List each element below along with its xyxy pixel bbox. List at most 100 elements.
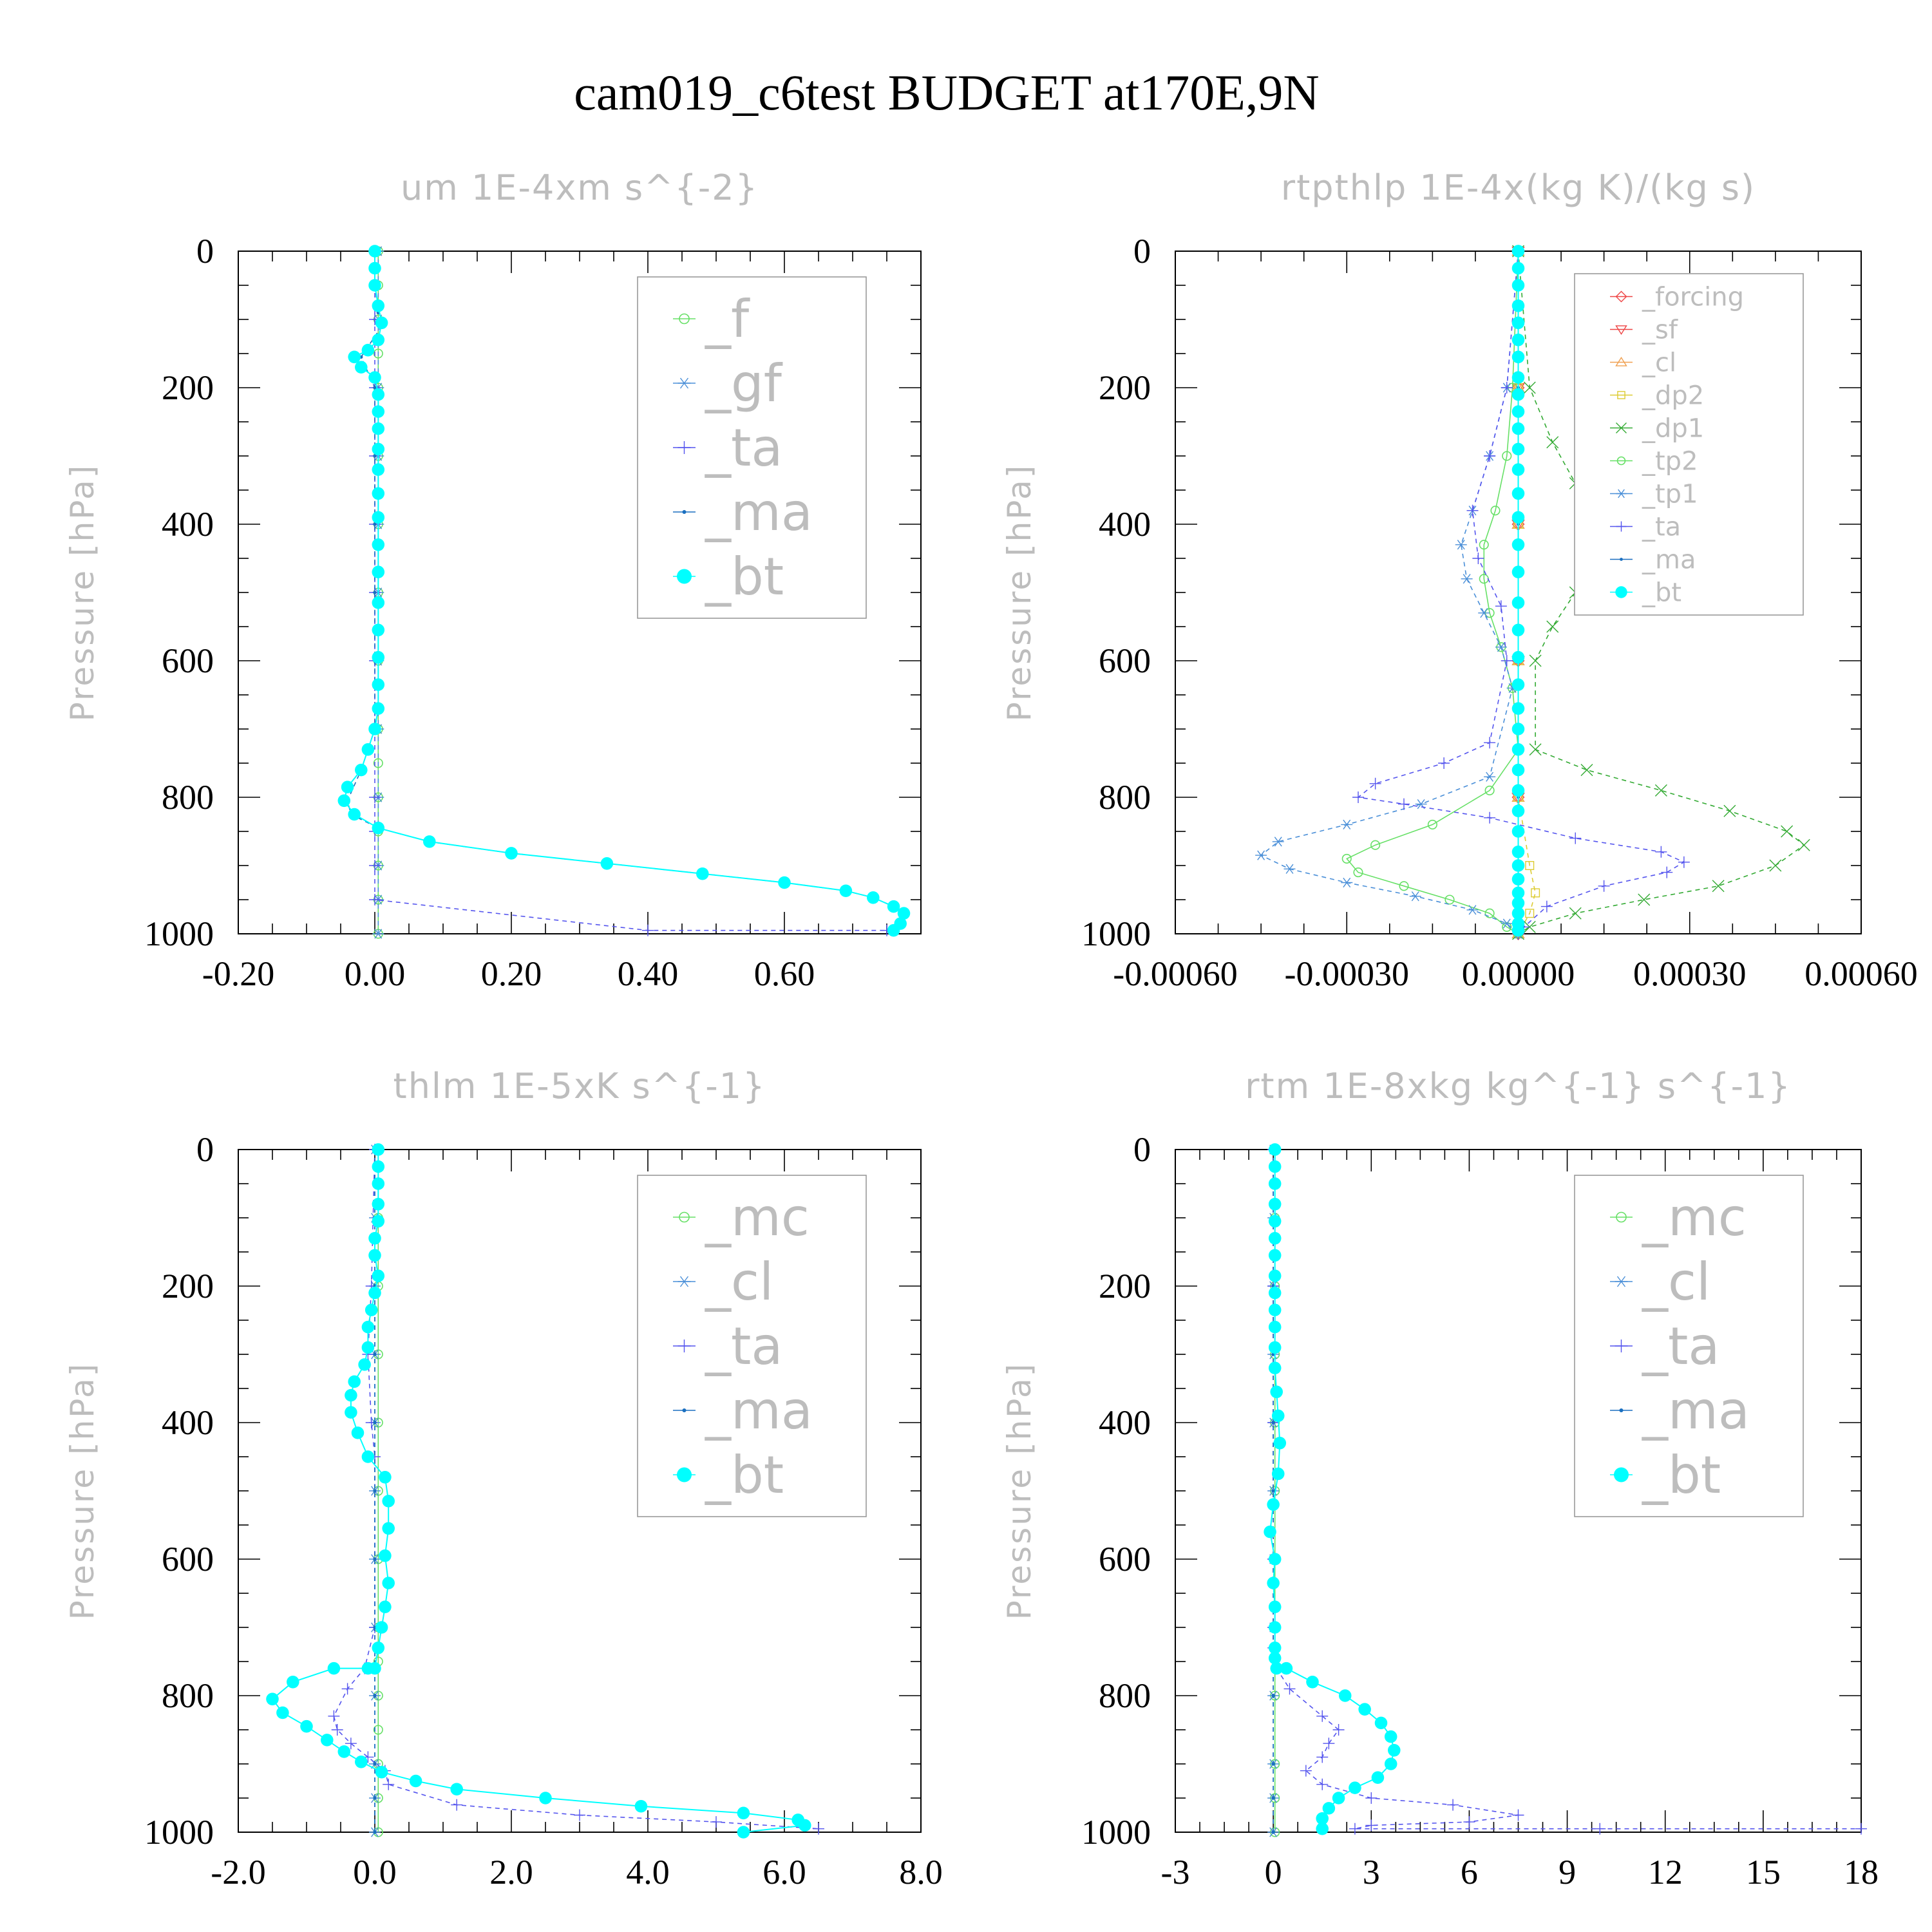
series-point <box>1511 923 1525 937</box>
y-tick-label: 600 <box>162 641 214 680</box>
series-point <box>287 1676 299 1689</box>
series-point <box>1338 1689 1352 1702</box>
series-point <box>574 1809 585 1821</box>
series-point <box>1369 777 1381 790</box>
y-tick-label: 400 <box>1099 505 1151 544</box>
series-point <box>1511 511 1525 524</box>
series-point <box>1511 596 1525 609</box>
series-point <box>341 1683 354 1695</box>
series-point <box>1352 791 1364 803</box>
series-point <box>372 821 385 835</box>
series-point <box>328 1710 340 1722</box>
series-point <box>1270 1385 1283 1399</box>
series-point <box>505 847 518 860</box>
series-point <box>1271 1467 1285 1481</box>
series-point <box>372 1198 385 1211</box>
series-point <box>1268 1651 1282 1665</box>
series-point <box>1438 757 1450 769</box>
series-point <box>1511 316 1525 330</box>
series-point <box>1267 1577 1280 1589</box>
series-point <box>337 1745 351 1758</box>
x-tick-label: -0.00030 <box>1285 954 1409 993</box>
series-point <box>1501 655 1513 667</box>
series-point <box>1272 837 1284 847</box>
series-point <box>1797 838 1810 851</box>
y-tick-label: 1000 <box>1081 1813 1151 1852</box>
y-tick-label: 600 <box>162 1540 214 1578</box>
series-point <box>1511 825 1525 838</box>
series-point <box>1316 1812 1329 1825</box>
series-point <box>368 1286 381 1300</box>
series-point <box>1654 784 1667 797</box>
series-point <box>1388 1744 1401 1757</box>
series-point <box>1316 1710 1329 1722</box>
x-tick-label: 0.60 <box>754 954 815 993</box>
series-point <box>372 596 385 609</box>
series-point <box>365 1303 378 1316</box>
series-point <box>1495 642 1507 652</box>
series-point <box>355 763 368 777</box>
series-point <box>382 1495 395 1508</box>
series-line <box>333 1149 819 1830</box>
series-point <box>373 1796 377 1800</box>
legend-label: _f <box>705 289 750 349</box>
series-layer <box>266 1143 824 1839</box>
series-point <box>1374 1716 1388 1730</box>
legend-marker <box>679 313 690 325</box>
series-point <box>361 743 375 756</box>
series-point <box>1511 565 1525 578</box>
legend-marker <box>677 1467 692 1482</box>
legend-label: _bt <box>705 1445 784 1505</box>
series-point <box>382 1577 395 1589</box>
series-point <box>1511 442 1525 456</box>
series-point <box>373 1694 377 1698</box>
legend-label: _bt <box>1642 1445 1721 1505</box>
series-point <box>887 900 900 913</box>
series-point <box>1268 1160 1282 1173</box>
series-point <box>887 923 900 937</box>
series-point <box>1495 600 1507 612</box>
legend-marker <box>1616 456 1626 466</box>
series-point <box>1598 880 1610 892</box>
series-point <box>369 860 381 871</box>
series-point <box>1472 553 1484 564</box>
series-point <box>1349 1781 1361 1794</box>
series-point <box>1268 1621 1282 1634</box>
series-point <box>327 1662 341 1675</box>
series-point <box>813 1823 824 1835</box>
series-point <box>1511 859 1525 872</box>
series-point <box>1268 1249 1282 1262</box>
x-tick-label: 15 <box>1746 1853 1781 1891</box>
series-point <box>1268 1341 1282 1354</box>
series-point <box>373 1762 377 1766</box>
series-point <box>1511 422 1525 435</box>
series-point <box>369 894 381 905</box>
legend-label: _sf <box>1642 316 1678 345</box>
series-point <box>369 791 381 803</box>
series-point <box>373 522 377 526</box>
series-point <box>1300 1765 1312 1777</box>
figure-title: cam019_c6test BUDGET at170E,9N <box>574 64 1320 120</box>
series-point <box>375 1765 388 1779</box>
series-point <box>1511 623 1525 637</box>
legend-marker <box>1615 290 1627 303</box>
series-point <box>361 343 375 357</box>
legend-label: _ta <box>1642 513 1681 542</box>
series-point <box>372 623 385 637</box>
series-point <box>1280 1662 1293 1675</box>
y-tick-label: 200 <box>162 368 214 407</box>
series-point <box>361 1320 375 1334</box>
series-point <box>1511 487 1525 500</box>
y-tick-label: 800 <box>1099 778 1151 817</box>
legend-label: _gf <box>705 354 783 413</box>
series-point <box>372 1143 385 1156</box>
series-point <box>345 1388 357 1402</box>
series-point <box>372 463 385 476</box>
y-tick-label: 600 <box>1099 641 1151 680</box>
y-tick-label: 0 <box>1133 232 1151 270</box>
series-point <box>1723 804 1736 817</box>
series-point <box>372 1160 385 1173</box>
series-point <box>642 924 654 936</box>
series-point <box>1511 261 1525 275</box>
